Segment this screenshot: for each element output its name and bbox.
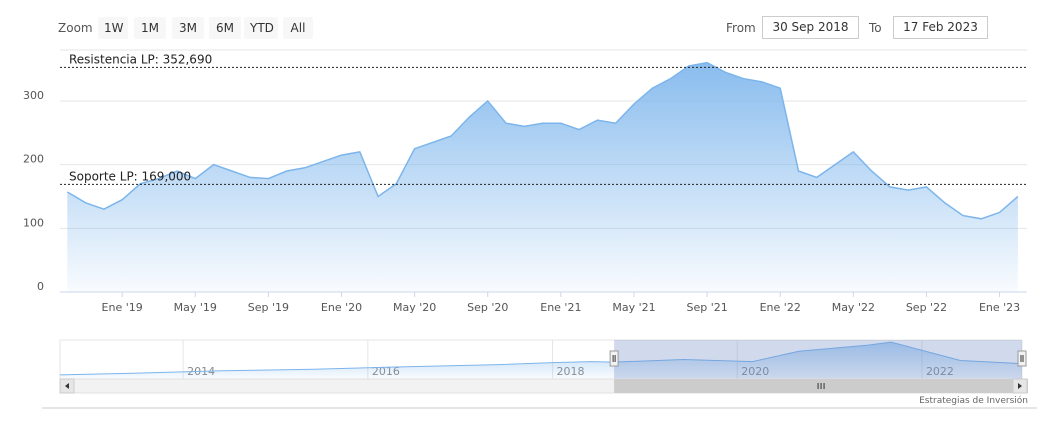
x-tick-label: Sep '21 <box>686 301 727 314</box>
x-tick-label: Ene '20 <box>321 301 362 314</box>
zoom-6m-button[interactable]: 6M <box>209 17 241 39</box>
range-to-label: To <box>869 21 882 35</box>
x-tick-label: Sep '22 <box>906 301 947 314</box>
x-tick-label: Ene '22 <box>760 301 801 314</box>
x-tick-label: Ene '21 <box>540 301 581 314</box>
x-tick-label: Sep '20 <box>467 301 508 314</box>
y-tick-label: 300 <box>23 89 44 102</box>
scrollbar-right-arrow-icon[interactable] <box>1012 378 1028 394</box>
series-line <box>66 61 1019 220</box>
x-tick-label: Sep '19 <box>248 301 289 314</box>
zoom-label: Zoom <box>58 21 93 35</box>
zoom-ytd-button[interactable]: YTD <box>244 17 278 39</box>
zoom-1m-button[interactable]: 1M <box>134 17 166 39</box>
x-tick-label: May '19 <box>174 301 217 314</box>
x-tick-label: May '20 <box>393 301 436 314</box>
y-tick-label: 100 <box>23 216 44 229</box>
zoom-1w-button[interactable]: 1W <box>98 17 128 39</box>
navigator-selection[interactable] <box>614 340 1022 379</box>
zoom-all-button[interactable]: All <box>283 17 313 39</box>
x-tick-label: May '21 <box>612 301 655 314</box>
credits-text: Estrategias de Inversión <box>919 396 1028 406</box>
series-area-fill <box>67 62 1018 293</box>
navigator-left-handle[interactable] <box>609 350 619 367</box>
scrollbar-left-arrow-icon[interactable] <box>59 378 75 394</box>
x-tick-label: May '22 <box>832 301 875 314</box>
range-to-input[interactable]: 17 Feb 2023 <box>893 16 988 39</box>
range-from-input[interactable]: 30 Sep 2018 <box>762 16 859 39</box>
zoom-3m-button[interactable]: 3M <box>172 17 204 39</box>
navigator-right-handle[interactable] <box>1017 350 1027 367</box>
resistance-label: Resistencia LP: 352,690 <box>69 52 212 66</box>
y-tick-label: 200 <box>23 153 44 166</box>
y-tick-label: 0 <box>37 280 44 293</box>
x-tick-label: Ene '23 <box>979 301 1020 314</box>
x-tick-label: Ene '19 <box>102 301 143 314</box>
support-label: Soporte LP: 169,000 <box>69 169 191 183</box>
range-from-label: From <box>726 21 756 35</box>
